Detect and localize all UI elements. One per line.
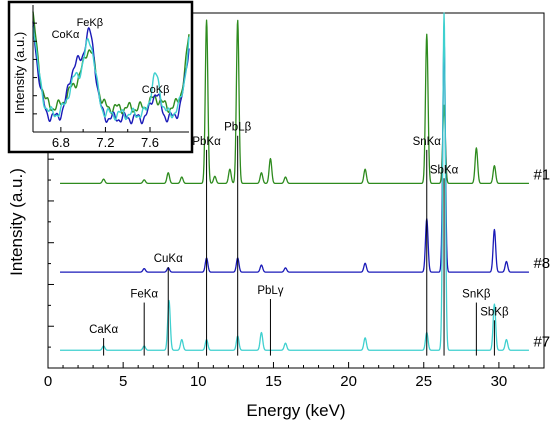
x-tick-label: 5 <box>119 373 127 390</box>
peak-label-6: SnKα <box>413 136 442 148</box>
peak-label-0: CaKα <box>89 324 118 336</box>
inset-y-axis-ticks <box>32 5 37 132</box>
x-tick-label: 0 <box>44 373 52 390</box>
x-tick-label: 30 <box>491 373 508 390</box>
main-x-axis-ticks: 0 5 10 15 20 25 30 <box>44 362 530 390</box>
inset-x-axis-ticks: 6.8 7.2 7.6 <box>33 127 189 150</box>
peak-label-9: SbKβ <box>480 306 509 318</box>
inset-x-tick-label: 7.6 <box>141 135 159 150</box>
main-series-label-group: #12 #8 #7 <box>533 166 550 350</box>
x-tick-label: 15 <box>265 373 282 390</box>
x-tick-label: 20 <box>340 373 357 390</box>
series-line-1 <box>59 37 530 273</box>
inset-x-tick-label: 7.2 <box>96 135 114 150</box>
series-label-1: #8 <box>533 255 550 272</box>
main-y-axis-title: Intensity (a.u.) <box>7 168 26 276</box>
inset-peak-label-2: CoKβ <box>142 84 170 96</box>
inset-peak-label-1: FeKβ <box>77 17 104 29</box>
inset-series-group <box>32 11 190 125</box>
peak-label-3: PbKα <box>192 136 221 148</box>
peak-label-2: CuKα <box>154 253 183 265</box>
series-label-2: #7 <box>533 333 550 350</box>
peak-label-8: SnKβ <box>462 289 491 301</box>
series-line-0 <box>59 19 530 185</box>
main-series-group <box>59 12 530 351</box>
series-label-0: #12 <box>533 166 550 183</box>
x-tick-label: 25 <box>415 373 432 390</box>
series-line-2 <box>59 12 530 351</box>
inset-peak-label-0: CoKα <box>52 29 80 41</box>
peak-label-7: SbKα <box>430 164 459 176</box>
main-x-axis-title: Energy (keV) <box>246 401 345 420</box>
peak-label-4: PbLβ <box>224 122 251 134</box>
x-tick-label: 10 <box>190 373 207 390</box>
inset-series-line-1 <box>32 21 190 125</box>
inset-series-line-2 <box>32 25 190 121</box>
inset-y-axis-title: Intensity (a.u.) <box>12 32 27 114</box>
peak-label-5: PbLγ <box>257 285 283 297</box>
peak-label-1: FeKα <box>130 289 158 301</box>
main-plot-frame <box>47 12 545 369</box>
inset-x-tick-label: 6.8 <box>52 135 70 150</box>
